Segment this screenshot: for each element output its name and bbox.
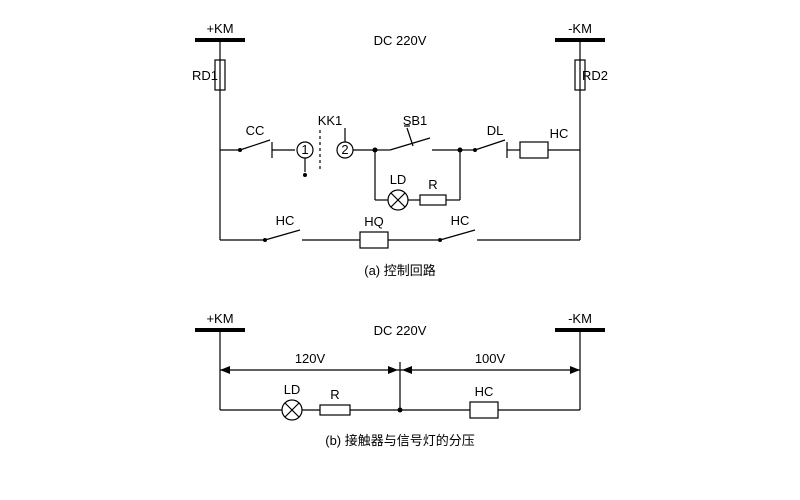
label-R-b: R <box>330 387 339 402</box>
label-LD-a: LD <box>390 172 407 187</box>
label-RD1: RD1 <box>192 68 218 83</box>
label-DL: DL <box>487 123 504 138</box>
label-RD2: RD2 <box>582 68 608 83</box>
label-HC-coil: HC <box>550 126 569 141</box>
label-posKM-a: +KM <box>206 21 233 36</box>
label-120V: 120V <box>295 351 326 366</box>
label-n2: 2 <box>341 142 348 157</box>
label-HQ: HQ <box>364 214 384 229</box>
label-negKM-b: -KM <box>568 311 592 326</box>
label-LD-b: LD <box>284 382 301 397</box>
label-KK1: KK1 <box>318 113 343 128</box>
label-HC-right: HC <box>451 213 470 228</box>
label-HC-b: HC <box>475 384 494 399</box>
label-posKM-b: +KM <box>206 311 233 326</box>
label-n1: 1 <box>301 142 308 157</box>
label-CC: CC <box>246 123 265 138</box>
circuit-diagram: +KM -KM DC 220V RD1 RD2 CC KK1 1 2 SB1 <box>0 0 800 500</box>
label-SB1: SB1 <box>403 113 428 128</box>
caption-b: (b) 接触器与信号灯的分压 <box>325 433 475 448</box>
caption-a: (a) 控制回路 <box>364 263 436 278</box>
label-R-a: R <box>428 177 437 192</box>
label-negKM-a: -KM <box>568 21 592 36</box>
label-100V: 100V <box>475 351 506 366</box>
label-dc-a: DC 220V <box>374 33 427 48</box>
label-dc-b: DC 220V <box>374 323 427 338</box>
label-HC-left: HC <box>276 213 295 228</box>
